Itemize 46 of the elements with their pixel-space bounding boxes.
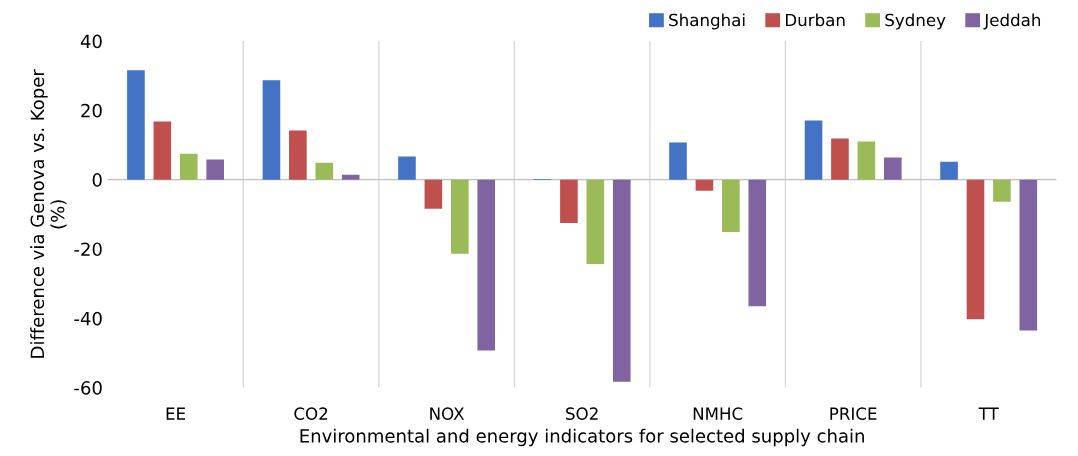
legend-label: Jeddah — [983, 13, 1041, 30]
y-tick-label: -40 — [74, 311, 102, 326]
legend-label: Sydney — [885, 13, 946, 30]
bar — [341, 174, 360, 180]
y-tick-label: 40 — [80, 34, 102, 49]
y-tick-label: -60 — [74, 381, 102, 395]
bar — [451, 179, 469, 254]
bar — [1019, 179, 1038, 331]
bar — [262, 80, 281, 180]
y-axis-title: Difference via Genova vs. Koper (%) — [30, 69, 67, 358]
bar — [612, 179, 631, 382]
bar — [315, 162, 334, 180]
x-tick-label: PRICE — [830, 407, 877, 420]
bar — [695, 179, 714, 191]
bar — [289, 130, 307, 180]
bar — [804, 120, 823, 180]
bar — [831, 138, 849, 180]
x-tick-label: EE — [166, 407, 186, 420]
bar — [857, 141, 876, 180]
bar — [179, 153, 198, 180]
bar — [748, 179, 767, 307]
bar — [477, 179, 496, 351]
bar — [560, 179, 578, 223]
bar — [940, 161, 958, 180]
legend-label: Durban — [785, 13, 845, 27]
bar — [153, 121, 172, 180]
bar — [669, 142, 687, 180]
bar — [883, 157, 902, 180]
bar — [993, 179, 1011, 202]
y-tick-label: -20 — [74, 242, 102, 257]
legend-label: Shanghai — [669, 13, 745, 30]
bar — [586, 179, 605, 264]
x-axis-title: Environmental and energy indicators for selected supply chain — [300, 428, 864, 447]
bar — [398, 156, 416, 180]
bar — [722, 179, 740, 232]
y-tick-label: 20 — [81, 103, 102, 118]
y-tick-label: 0 — [92, 173, 102, 187]
x-tick-label: CO2 — [294, 407, 328, 420]
x-tick-label: NOX — [430, 407, 465, 420]
x-tick-label: NMHC — [693, 407, 743, 420]
bar — [127, 70, 145, 180]
bar — [424, 179, 443, 209]
bar — [206, 159, 225, 180]
bar — [966, 179, 985, 320]
x-tick-label: SO2 — [566, 407, 598, 420]
x-tick-label: TT — [978, 407, 999, 420]
